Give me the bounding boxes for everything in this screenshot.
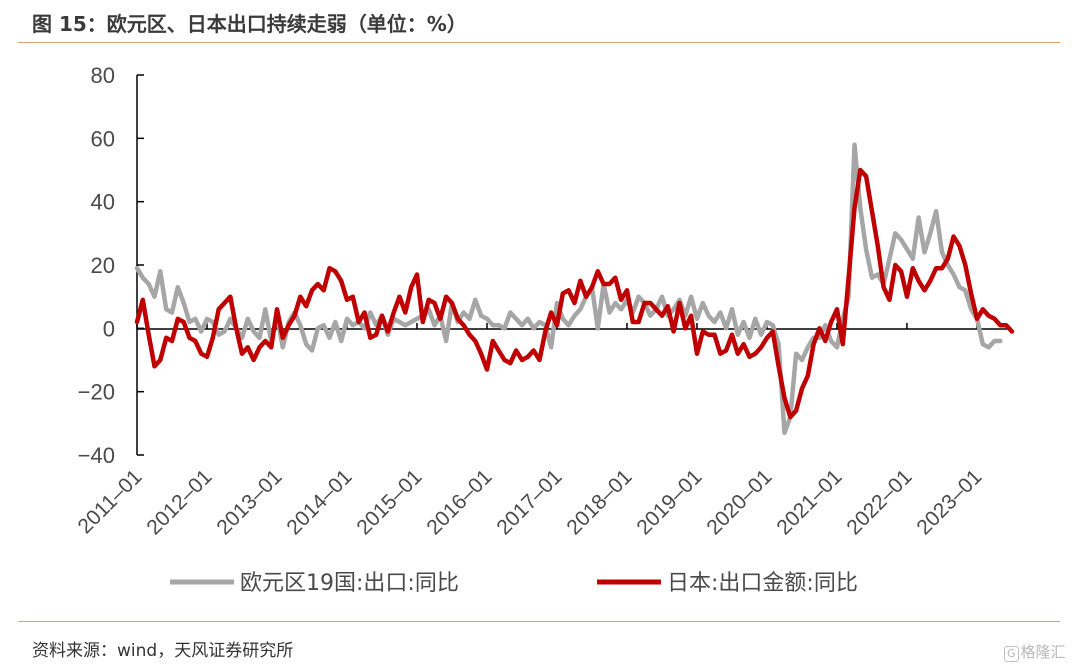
x-tick-label: 2016–01 — [422, 465, 496, 539]
y-tick-label: 80 — [91, 63, 115, 88]
x-tick-label: 2011–01 — [74, 465, 147, 538]
y-tick-label: −40 — [78, 443, 115, 468]
watermark-logo-icon: G — [1004, 646, 1019, 662]
line-chart: 80 60 40 20 0 −20 −402011–012012–012013–012014… — [74, 63, 1015, 596]
x-tick-label: 2012–01 — [142, 465, 216, 539]
x-tick-label: 2021–01 — [772, 465, 846, 539]
watermark-text: 格隆汇 — [1020, 643, 1066, 661]
legend: 欧元区19国:出口:同比 日本:出口金额:同比 — [170, 571, 858, 596]
watermark: G 格隆汇 — [1004, 641, 1066, 662]
series-layer — [134, 142, 1015, 436]
x-tick-label: 2023–01 — [912, 465, 986, 539]
legend-label: 欧元区19国:出口:同比 — [240, 571, 459, 596]
legend-label: 日本:出口金额:同比 — [667, 571, 858, 596]
y-tick-label: 0 — [103, 316, 115, 341]
x-tick-label: 2019–01 — [632, 465, 706, 539]
source-note: 资料来源：wind，天风证券研究所 — [32, 641, 294, 661]
series-line-japan-exports — [134, 167, 1015, 420]
x-tick-label: 2014–01 — [282, 465, 356, 539]
x-tick-label: 2022–01 — [842, 465, 916, 539]
y-tick-label: 20 — [91, 253, 115, 278]
y-tick-label: 60 — [91, 126, 115, 151]
title-divider — [18, 42, 1060, 43]
x-tick-label: 2015–01 — [352, 465, 426, 539]
x-tick-label: 2018–01 — [562, 465, 636, 539]
footer-divider — [18, 621, 1060, 622]
x-tick-label: 2013–01 — [212, 465, 286, 539]
y-tick-label: −20 — [78, 380, 115, 405]
chart-title: 图 15：欧元区、日本出口持续走弱（单位：%） — [32, 12, 467, 36]
y-tick-label: 40 — [91, 190, 115, 215]
x-tick-label: 2020–01 — [702, 465, 776, 539]
x-tick-label: 2017–01 — [492, 465, 566, 539]
chart-axes: 80 60 40 20 0 −20 −402011–012012–012013–012014… — [74, 63, 1010, 539]
